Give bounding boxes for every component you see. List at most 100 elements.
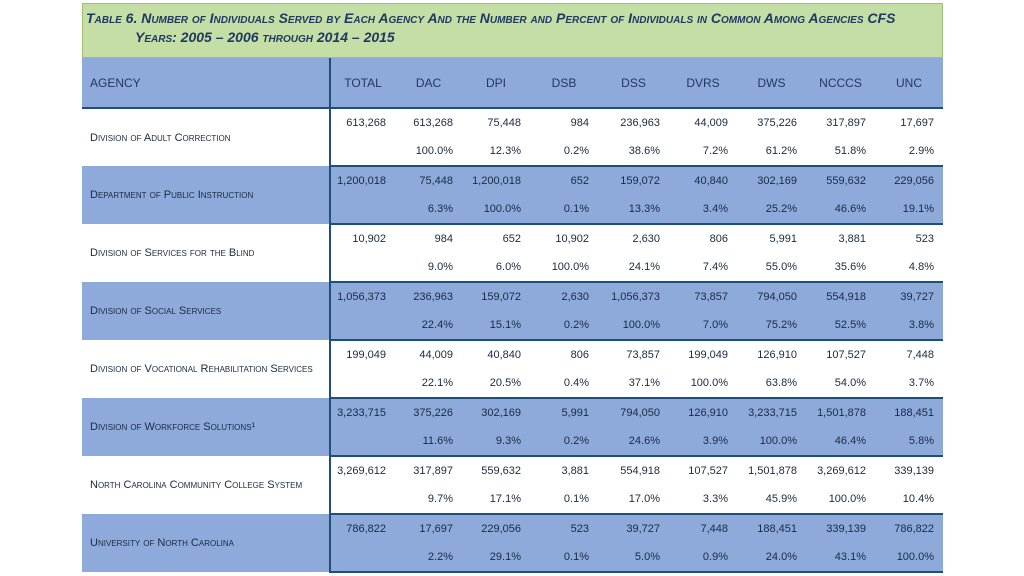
percent-cell: 17.1% [462,485,530,515]
percent-cell: 7.2% [669,137,737,167]
agency-name: Department of Public Instruction [82,166,331,224]
percent-cell: 3.9% [669,427,737,457]
table-row-percent: 6.3% 100.0% 0.1% 13.3% 3.4% 25.2% 46.6% 19.1% [82,195,943,225]
table-row: Division of Workforce Solutions¹ 3,233,71… [82,398,943,456]
count-cell: 40,840 [462,340,530,369]
percent-cell: 0.9% [669,543,737,573]
column-header-dws: DWS [737,58,806,109]
count-cell: 1,501,878 [806,398,875,427]
percent-cell: 6.0% [462,253,530,283]
count-cell: 229,056 [875,166,943,195]
percent-cell: 2.2% [395,543,462,573]
count-cell: 3,881 [806,224,875,253]
count-cell: 75,448 [395,166,462,195]
total-cell: 1,200,018 [330,166,395,195]
count-cell: 2,630 [598,224,669,253]
percent-cell: 0.1% [530,195,598,225]
percent-cell: 15.1% [462,311,530,341]
percent-cell: 9.7% [395,485,462,515]
count-cell: 7,448 [875,340,943,369]
percent-cell: 45.9% [737,485,806,515]
agency-name: Division of Social Services [82,282,331,340]
count-cell: 44,009 [669,108,737,137]
agency-name: North Carolina Community College System [82,456,331,514]
total-percent-blank-cell [330,195,395,225]
table-row: Department of Public Instruction 1,200,01… [82,166,943,224]
percent-cell: 3.7% [875,369,943,399]
column-header-dss: DSS [598,58,669,109]
count-cell: 159,072 [598,166,669,195]
percent-cell: 24.0% [737,543,806,573]
total-cell: 613,268 [330,108,395,137]
count-cell: 3,233,715 [737,398,806,427]
percent-cell: 25.2% [737,195,806,225]
header-row: AGENCY TOTAL DAC DPI DSB DSS DVRS DWS NCCCS UNC [82,58,943,109]
count-cell: 375,226 [737,108,806,137]
percent-cell: 4.8% [875,253,943,283]
count-cell: 229,056 [462,514,530,543]
count-cell: 317,897 [395,456,462,485]
table-row: Division of Services for the Blind 10,902… [82,224,943,282]
total-percent-blank-cell [330,311,395,341]
percent-cell: 12.3% [462,137,530,167]
percent-cell: 0.4% [530,369,598,399]
table-row-percent: 100.0% 12.3% 0.2% 38.6% 7.2% 61.2% 51.8% 2.9% [82,137,943,167]
count-cell: 1,501,878 [737,456,806,485]
table-row: Division of Adult Correction 613,268 613,2… [82,108,943,166]
table-body: Division of Adult Correction 613,268 613,2… [82,108,943,573]
percent-cell: 13.3% [598,195,669,225]
percent-cell: 11.6% [395,427,462,457]
count-cell: 73,857 [598,340,669,369]
percent-cell: 54.0% [806,369,875,399]
count-cell: 73,857 [669,282,737,311]
count-cell: 652 [462,224,530,253]
percent-cell: 3.4% [669,195,737,225]
percent-cell: 9.3% [462,427,530,457]
table-row-percent: 9.7% 17.1% 0.1% 17.0% 3.3% 45.9% 100.0% 10.4% [82,485,943,515]
percent-cell: 7.0% [669,311,737,341]
percent-cell: 52.5% [806,311,875,341]
count-cell: 199,049 [669,340,737,369]
count-cell: 984 [530,108,598,137]
table-row-percent: 22.4% 15.1% 0.2% 100.0% 7.0% 75.2% 52.5% 3.8% [82,311,943,341]
percent-cell: 61.2% [737,137,806,167]
count-cell: 613,268 [395,108,462,137]
percent-cell: 5.0% [598,543,669,573]
percent-cell: 17.0% [598,485,669,515]
percent-cell: 100.0% [669,369,737,399]
percent-cell: 38.6% [598,137,669,167]
percent-cell: 46.6% [806,195,875,225]
count-cell: 7,448 [669,514,737,543]
total-cell: 199,049 [330,340,395,369]
count-cell: 523 [875,224,943,253]
table-row: North Carolina Community College System 3… [82,456,943,514]
percent-cell: 63.8% [737,369,806,399]
count-cell: 554,918 [806,282,875,311]
count-cell: 339,139 [875,456,943,485]
percent-cell: 75.2% [737,311,806,341]
percent-cell: 29.1% [462,543,530,573]
percent-cell: 100.0% [462,195,530,225]
percent-cell: 0.2% [530,137,598,167]
agency-name: Division of Adult Correction [82,108,331,166]
table-title: Table 6. Number of Individuals Served by… [82,3,943,58]
percent-cell: 3.8% [875,311,943,341]
total-percent-blank-cell [330,137,395,167]
percent-cell: 43.1% [806,543,875,573]
percent-cell: 0.2% [530,311,598,341]
percent-cell: 9.0% [395,253,462,283]
table-row-percent: 11.6% 9.3% 0.2% 24.6% 3.9% 100.0% 46.4% 5.8% [82,427,943,457]
total-percent-blank-cell [330,369,395,399]
count-cell: 2,630 [530,282,598,311]
table-row: University of North Carolina 786,822 17,69… [82,514,943,572]
percent-cell: 100.0% [530,253,598,283]
percent-cell: 2.9% [875,137,943,167]
percent-cell: 46.4% [806,427,875,457]
count-cell: 188,451 [875,398,943,427]
percent-cell: 6.3% [395,195,462,225]
slide: Table 6. Number of Individuals Served by… [82,3,943,576]
count-cell: 3,881 [530,456,598,485]
count-cell: 806 [530,340,598,369]
percent-cell: 3.3% [669,485,737,515]
count-cell: 17,697 [395,514,462,543]
